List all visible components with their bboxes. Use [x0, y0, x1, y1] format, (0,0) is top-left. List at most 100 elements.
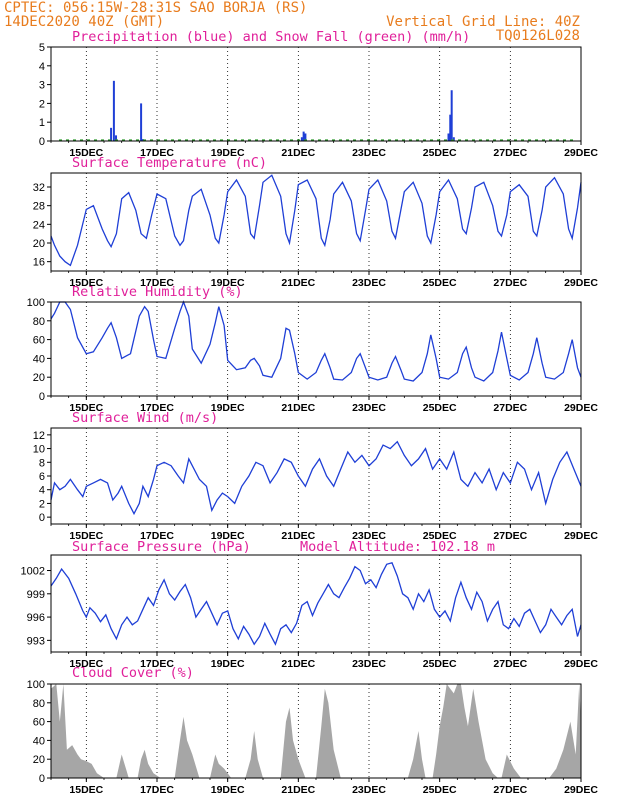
temp-xtick-label: 29DEC: [564, 277, 598, 289]
precip-bar: [110, 127, 113, 141]
cloud-xtick-label: 21DEC: [281, 784, 315, 796]
cloud-ytick-label: 0: [39, 773, 45, 785]
rh-ytick-label: 100: [27, 297, 45, 309]
pressure-xtick-label: 27DEC: [493, 658, 527, 670]
temp-xtick-label: 25DEC: [423, 277, 457, 289]
precip-bar: [449, 114, 452, 141]
header-grid-line: Vertical Grid Line: 40Z: [386, 14, 580, 30]
rh-frame: [50, 301, 582, 397]
precip-ytick-label: 3: [39, 80, 45, 92]
rh-ytick-label: 20: [33, 372, 45, 384]
pressure-ytick-label: 996: [27, 612, 45, 624]
precip-xtick-label: 19DEC: [211, 147, 245, 159]
cloud-ytick-label: 80: [33, 698, 45, 710]
rh-xtick-label: 27DEC: [493, 402, 527, 414]
precip-xtick-label: 23DEC: [352, 147, 386, 159]
wind-ytick-label: 8: [39, 457, 45, 469]
rh-ytick-label: 0: [39, 391, 45, 403]
pressure-subtitle: Model Altitude: 102.18 m: [300, 539, 495, 555]
precip-ytick-label: 4: [39, 61, 45, 73]
rh-xtick-label: 25DEC: [423, 402, 457, 414]
wind-xtick-label: 25DEC: [423, 530, 457, 542]
wind-xtick-label: 17DEC: [140, 530, 174, 542]
wind-line: [50, 440, 582, 516]
temp-xtick-label: 27DEC: [493, 277, 527, 289]
temp-xtick-label: 23DEC: [352, 277, 386, 289]
rh-title: Relative Humidity (%): [72, 284, 243, 300]
rh-xtick-label: 21DEC: [281, 402, 315, 414]
precip-bar: [304, 133, 307, 141]
header-location: CPTEC: 056:15W-28:31S SAO BORJA (RS): [4, 0, 307, 16]
precip-ytick-label: 1: [39, 117, 45, 129]
pressure-ytick-label: 993: [27, 635, 45, 647]
precip-bar: [141, 139, 144, 141]
rh-ytick-label: 40: [33, 353, 45, 365]
precip-bar: [450, 90, 453, 141]
wind-xtick-label: 27DEC: [493, 530, 527, 542]
temp-frame: [50, 172, 582, 272]
temp-ytick-label: 20: [33, 238, 45, 250]
cloud-xtick-label: 29DEC: [564, 784, 598, 796]
pressure-ytick-label: 1002: [21, 566, 45, 578]
precip-ytick-label: 0: [39, 136, 45, 148]
pressure-xtick-label: 25DEC: [423, 658, 457, 670]
precip-ytick-label: 2: [39, 98, 45, 110]
precip-bar: [302, 131, 305, 141]
rh-panel: 0 20 40 60 80 100 15DEC 17DEC 19DEC 21DEC 23DEC 25D…: [27, 297, 599, 414]
cloud-ytick-label: 20: [33, 754, 45, 766]
cloud-xtick-label: 17DEC: [140, 784, 174, 796]
wind-panel: 0 24 6 810 12 15DEC 17DEC 19DEC 21DEC 23DEC 25DEC 2…: [33, 427, 598, 542]
cloud-ytick-label: 40: [33, 735, 45, 747]
precip-bar: [452, 137, 455, 141]
wind-ytick-label: 10: [33, 444, 45, 456]
precip-bar: [300, 137, 303, 141]
precip-xtick-label: 29DEC: [564, 147, 598, 159]
wind-xtick-label: 23DEC: [352, 530, 386, 542]
rh-xtick-label: 19DEC: [211, 402, 245, 414]
precip-bar: [112, 80, 115, 141]
temp-ytick-label: 28: [33, 201, 45, 213]
temp-ytick-label: 24: [33, 219, 45, 231]
wind-ytick-label: 4: [39, 485, 45, 497]
cloud-ytick-label: 100: [27, 679, 45, 691]
pressure-line: [50, 562, 582, 646]
cloud-xtick-label: 25DEC: [423, 784, 457, 796]
rh-xtick-label: 29DEC: [564, 402, 598, 414]
cloud-xtick-label: 19DEC: [211, 784, 245, 796]
precip-xtick-label: 27DEC: [493, 147, 527, 159]
precip-xtick-label: 15DEC: [69, 147, 103, 159]
cloud-frame: [50, 683, 582, 779]
pressure-xtick-label: 23DEC: [352, 658, 386, 670]
precip-title: Precipitation (blue) and Snow Fall (gree…: [72, 29, 470, 45]
rh-xtick-label: 17DEC: [140, 402, 174, 414]
precip-frame: [50, 46, 582, 142]
cloud-xtick-label: 23DEC: [352, 784, 386, 796]
precip-xtick-label: 21DEC: [281, 147, 315, 159]
temp-title: Surface Temperature (nC): [72, 155, 267, 171]
rh-xtick-label: 15DEC: [69, 402, 103, 414]
cloud-panel: 0 20 40 60 80 100 15DEC 17DEC 19DEC 21DEC 23DEC 25D…: [27, 679, 599, 796]
temp-panel: 16 20 24 28 32 15DEC 17DEC 19DEC 21DEC 23DEC 25DEC…: [33, 172, 598, 289]
wind-title: Surface Wind (m/s): [72, 410, 218, 426]
pressure-xtick-label: 21DEC: [281, 658, 315, 670]
pressure-xtick-label: 15DEC: [69, 658, 103, 670]
temp-xtick-label: 17DEC: [140, 277, 174, 289]
rh-ytick-label: 80: [33, 316, 45, 328]
rh-line: [50, 300, 582, 382]
precip-bar: [115, 135, 118, 141]
temp-line: [50, 174, 582, 267]
wind-xtick-label: 29DEC: [564, 530, 598, 542]
header-model: TQ0126L028: [496, 28, 580, 44]
pressure-xtick-label: 19DEC: [211, 658, 245, 670]
wind-xtick-label: 19DEC: [211, 530, 245, 542]
precip-bar: [140, 103, 143, 141]
pressure-ytick-label: 999: [27, 589, 45, 601]
precip-xtick-label: 17DEC: [140, 147, 174, 159]
temp-ytick-label: 16: [33, 257, 45, 269]
pressure-panel: 993 996 999 1002 15DEC 17DEC 19DEC 21DEC 23DEC 25…: [21, 554, 598, 670]
header-date: 14DEC2020 40Z (GMT): [4, 14, 164, 30]
wind-xtick-label: 21DEC: [281, 530, 315, 542]
precip-panel: 0 1 2 3 4 5 15DEC 17DEC 19DEC 21DEC 23DEC 25DEC 27DE…: [39, 42, 598, 159]
